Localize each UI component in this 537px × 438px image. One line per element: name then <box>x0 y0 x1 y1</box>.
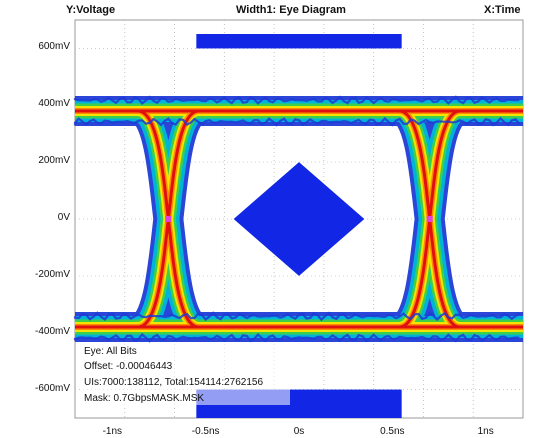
x-axis-label: X:Time <box>484 4 521 16</box>
crossing-markers <box>165 216 433 222</box>
info-offset: Offset: -0.00046443 <box>84 361 173 372</box>
rail-noise-1 <box>73 116 521 127</box>
top-mask-bar <box>196 34 402 49</box>
info-mask: Mask: 0.7GbpsMASK.MSK <box>84 393 205 404</box>
y-tick-label: 400mV <box>38 98 70 110</box>
crossing-marker-0 <box>165 216 172 222</box>
x-tick-label: 0.5ns <box>380 426 405 437</box>
rail-noise-2 <box>73 311 520 322</box>
crossing-marker-1 <box>426 216 433 222</box>
chart-title: Width1: Eye Diagram <box>236 4 346 16</box>
y-tick-label: -600mV <box>34 382 70 394</box>
mask-regions <box>196 34 402 418</box>
rail-noise-0 <box>73 95 520 106</box>
info-uis: UIs:7000:138112, Total:154114:2762156 <box>84 377 264 388</box>
y-tick-label: -400mV <box>34 325 70 337</box>
y-tick-label: 600mV <box>38 41 70 53</box>
x-tick-label: 1ns <box>477 426 494 437</box>
x-tick-label: -0.5ns <box>191 426 220 437</box>
y-tick-label: -200mV <box>34 268 70 280</box>
y-tick-label: 0V <box>57 212 70 223</box>
center-mask-diamond <box>233 162 365 276</box>
x-tick-label: 0s <box>293 426 305 437</box>
info-panel <box>80 343 290 405</box>
y-axis-label: Y:Voltage <box>66 4 116 16</box>
y-tick-label: 200mV <box>38 155 70 167</box>
info-eye: Eye: All Bits <box>84 346 137 357</box>
rail-noise-3 <box>73 332 520 343</box>
x-tick-label: -1ns <box>102 426 123 437</box>
